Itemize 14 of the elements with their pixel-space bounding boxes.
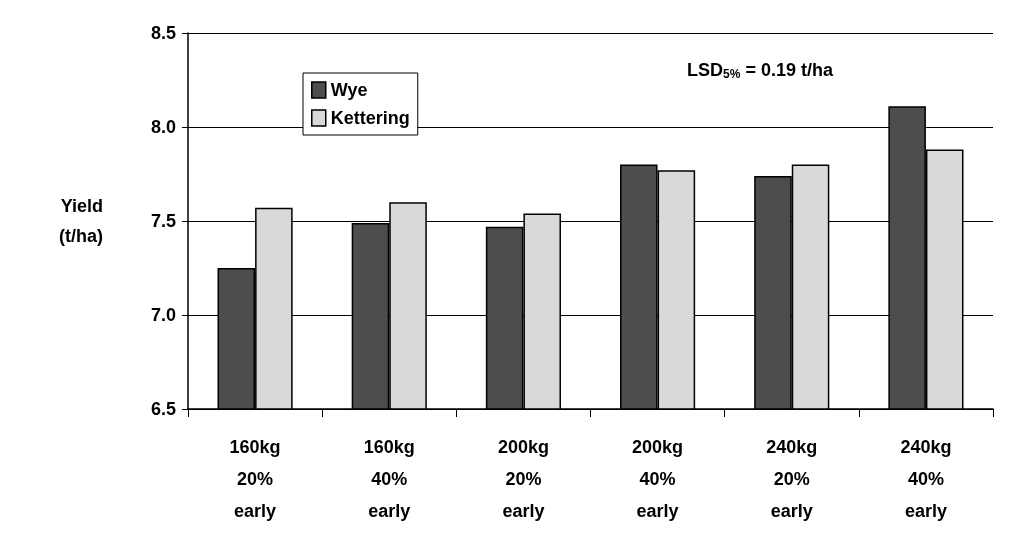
y-tick-label: 8.0 bbox=[150, 117, 176, 137]
legend-label: Kettering bbox=[330, 108, 410, 128]
y-tick-label: 6.5 bbox=[150, 399, 176, 419]
x-tick-label: 200kg 20% early bbox=[497, 437, 549, 521]
x-tick-label: 160kg 20% early bbox=[229, 437, 281, 521]
legend-label: Wye bbox=[330, 80, 368, 100]
y-tick-label: 7.0 bbox=[150, 305, 176, 325]
x-tick-label: 200kg 40% early bbox=[632, 437, 684, 521]
x-tick-label: 240kg 40% early bbox=[900, 437, 952, 521]
x-tick-label: 160kg 40% early bbox=[363, 437, 415, 521]
x-tick-label: 240kg 20% early bbox=[766, 437, 818, 521]
y-axis-title: Yield (t/ha) bbox=[59, 196, 103, 246]
y-tick-label: 7.5 bbox=[150, 211, 176, 231]
y-tick-label: 8.5 bbox=[150, 23, 176, 43]
